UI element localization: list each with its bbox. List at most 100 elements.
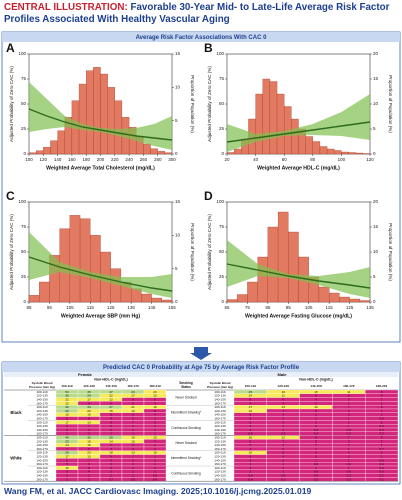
cell-value: 6	[315, 451, 317, 455]
histogram-bar	[107, 87, 115, 155]
y2-tick-label: 10	[373, 249, 379, 254]
cell-value: 3	[88, 462, 90, 466]
sbp-row-label: 160-179	[36, 462, 48, 466]
cell-value: 34	[87, 405, 91, 409]
smoking-group: Continuous Smoking	[171, 426, 201, 430]
y2-tick-label: 0	[175, 299, 178, 304]
sbp-label: Pressure (mm Hg)	[29, 385, 55, 389]
y-tick-label: 100	[216, 51, 224, 56]
sbp-row-label: 100-119	[214, 420, 225, 424]
x-tick-label: 260	[140, 157, 148, 162]
y2-tick-label: 5	[175, 118, 178, 123]
cell-value: 11	[282, 394, 285, 398]
cell-value: 3	[88, 428, 90, 432]
cell-value: 17	[249, 405, 253, 409]
sbp-row-label: 100-119	[36, 405, 47, 409]
cell-value: 2	[154, 424, 156, 428]
x-tick-label: 65	[224, 305, 230, 310]
cell-value: 6	[110, 401, 112, 405]
y-axis-label: Adjusted Probability of Zero CAC (%)	[9, 66, 14, 142]
cell-value: 1	[381, 443, 383, 447]
cell-value: 0.9	[379, 466, 384, 470]
confidence-band	[29, 232, 172, 298]
cell-value: 8	[250, 398, 252, 402]
cell-value: 3	[315, 420, 317, 424]
sbp-row-label: 140-159	[214, 443, 226, 447]
cell-value: 22	[65, 398, 69, 402]
cell-value: 2	[348, 420, 350, 424]
y-tick-label: 75	[219, 224, 225, 229]
cell-value: 1	[154, 462, 156, 466]
y-tick-label: 50	[219, 249, 225, 254]
x-tick-label: 80	[310, 157, 316, 162]
cell-value: 5	[66, 428, 68, 432]
smoking-group: Intermittent Smoking*	[171, 456, 202, 460]
sbp-row-label: 100-119	[214, 405, 225, 409]
y-tick-label: 25	[21, 274, 27, 279]
histogram-bar	[233, 148, 242, 155]
cell-value: 0.7	[379, 447, 384, 451]
cell-value: 37	[109, 390, 113, 394]
sbp-row-label: 100-119	[214, 451, 225, 455]
column-label: 180-219	[149, 384, 161, 388]
cell-value: 4	[154, 413, 156, 417]
smoking-group: Intermittent Smoking*	[171, 411, 202, 415]
x-axis-label: Weighted Average SBP (mm Hg)	[61, 313, 141, 319]
cell-value: 7	[348, 405, 350, 409]
x-tick-label: 95	[286, 305, 292, 310]
x-axis-label: Weighted Average HDL-C (mg/dL)	[257, 165, 340, 171]
histogram-bar	[226, 152, 235, 155]
cell-value: 4	[348, 451, 350, 455]
y2-axis-label: Proportion of Population (%)	[388, 223, 393, 281]
cell-value: 5	[315, 409, 317, 413]
cell-value: 0.6	[347, 470, 352, 474]
x-tick-label: 95	[47, 305, 53, 310]
cell-value: 5	[250, 413, 252, 417]
cell-value: 7	[282, 409, 284, 413]
cell-value: 2	[282, 424, 284, 428]
sbp-row-label: 160-179	[214, 417, 226, 421]
cell-value: 1	[348, 447, 350, 451]
sbp-label: Systolic Blood	[210, 381, 231, 385]
column-label: 180-219	[376, 384, 388, 388]
cell-value: 0.9	[379, 424, 384, 428]
arrow	[190, 347, 212, 360]
cell-value: 14	[109, 439, 113, 443]
sbp-row-label: 140-159	[36, 398, 48, 402]
cell-value: 3	[132, 417, 134, 421]
sbp-row-label: 140-159	[214, 458, 226, 462]
y-tick-label: 25	[219, 274, 225, 279]
cell-value: 3	[348, 439, 350, 443]
panel-label: C	[6, 189, 15, 203]
cell-value: 2	[66, 432, 68, 436]
confidence-band	[29, 82, 172, 150]
cell-value: 0.4	[379, 462, 384, 466]
sbp-row-label: 160-179	[36, 432, 48, 436]
cell-value: 13	[131, 451, 135, 455]
histogram-bar	[269, 81, 278, 155]
cell-value: 2	[315, 424, 317, 428]
probability-line	[226, 121, 371, 143]
cell-value: 2	[154, 470, 156, 474]
y-tick-label: 100	[18, 51, 26, 56]
sbp-row-label: 140-159	[36, 428, 48, 432]
probability-line	[226, 263, 371, 289]
histogram-bar	[348, 152, 356, 155]
x-tick-label: 125	[107, 305, 115, 310]
cell-value: 20	[87, 409, 91, 413]
cell-value: 2	[282, 466, 284, 470]
cell-value: 3	[132, 458, 134, 462]
male-label: Male	[278, 372, 288, 377]
cell-value: 4	[282, 420, 284, 424]
histogram-bar	[247, 281, 258, 303]
cell-value: 0.5	[131, 477, 136, 481]
cell-value: 2	[315, 443, 317, 447]
cell-value: 0.3	[347, 432, 352, 436]
cell-value: 1	[110, 474, 112, 478]
x-tick-label: 20	[224, 157, 230, 162]
histogram-bar	[93, 67, 101, 155]
cell-value: 2	[348, 413, 350, 417]
histogram-bar	[255, 93, 263, 155]
nonhdl-label: Non-HDL-C (mg/dL)	[94, 378, 128, 382]
